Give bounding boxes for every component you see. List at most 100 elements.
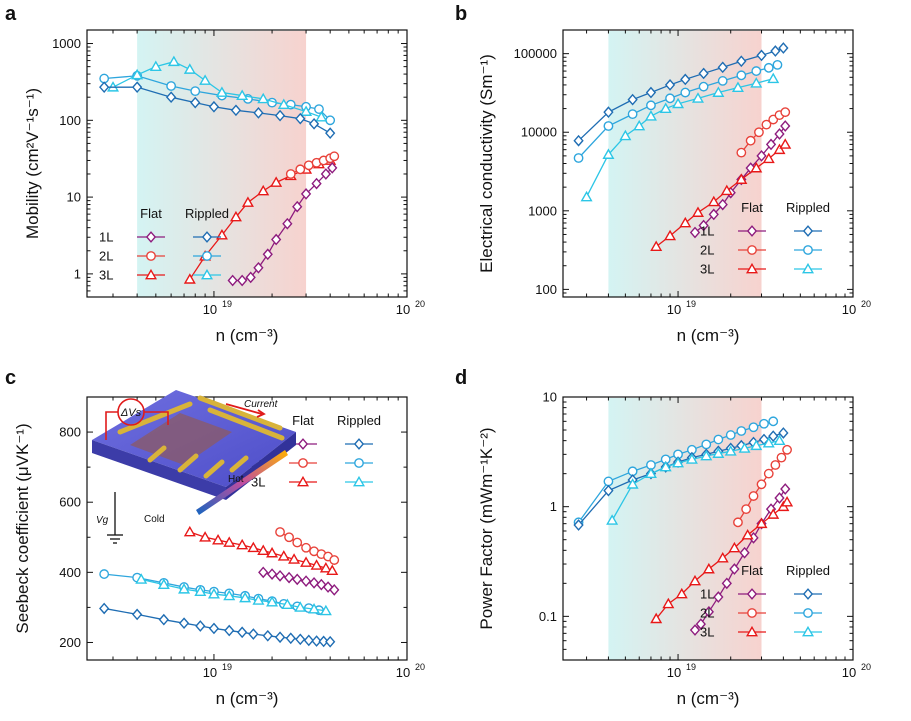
data-point: [277, 98, 290, 110]
data-point: [679, 216, 692, 228]
plot-frame: [562, 396, 854, 661]
data-point: [275, 527, 285, 537]
series-flat_3L: [650, 496, 794, 624]
legend-marker-rippled: [200, 268, 214, 280]
chart-panel-c: c 10 19 10 20 200 400 600 800 n (cm⁻³) Seebeck coe…: [5, 367, 425, 708]
data-point: [778, 427, 789, 439]
data-point: [288, 553, 301, 564]
data-point: [698, 67, 709, 80]
legend-marker-rippled: [802, 588, 814, 600]
data-point: [223, 589, 236, 601]
inset-substrate-side: [92, 440, 226, 500]
data-point: [689, 226, 701, 239]
legend-header-rippled: Rippled: [786, 200, 830, 215]
data-point: [603, 476, 614, 487]
data-point: [295, 633, 306, 646]
data-point: [319, 604, 332, 616]
data-point: [166, 81, 177, 91]
data-point: [253, 261, 264, 274]
legend-row-label: 1L: [700, 224, 714, 239]
data-point: [739, 546, 750, 559]
data-point: [199, 531, 212, 542]
x-tick-exponent: 19: [686, 299, 696, 309]
data-point: [731, 81, 744, 92]
legend-marker-flat: [296, 475, 310, 487]
data-point: [756, 49, 767, 62]
data-point: [763, 468, 774, 479]
legend-marker-rippled: [354, 458, 364, 468]
data-point: [738, 442, 751, 453]
x-tick-label: 10: [667, 302, 681, 317]
data-point: [282, 217, 293, 230]
data-point: [780, 107, 791, 118]
data-point: [573, 153, 584, 163]
series-flat_3L: [183, 525, 339, 575]
series-rippled_3L: [135, 573, 332, 616]
data-point: [292, 537, 303, 548]
legend-marker-flat: [746, 225, 758, 237]
data-point: [311, 635, 322, 647]
x-tick-exponent: 20: [415, 299, 425, 309]
data-point: [750, 77, 763, 88]
data-point: [131, 608, 143, 621]
data-point: [680, 87, 691, 98]
data-point: [664, 229, 677, 241]
data-point: [131, 81, 143, 94]
legend-marker-flat: [298, 458, 308, 468]
series-flat_2L: [275, 527, 340, 565]
data-point: [720, 184, 733, 196]
data-point: [241, 196, 254, 207]
data-point: [765, 138, 777, 151]
data-point: [717, 198, 728, 211]
data-point: [284, 532, 294, 543]
data-point: [314, 104, 324, 114]
data-point: [274, 109, 286, 122]
data-point: [685, 453, 698, 464]
legend-marker-flat: [146, 251, 156, 261]
data-point: [603, 121, 614, 131]
x-tick-exponent: 20: [861, 299, 871, 309]
y-tick-label: 800: [59, 425, 81, 440]
inset-electrodes: [117, 395, 285, 479]
data-point: [768, 430, 779, 442]
legend-header-flat: Flat: [741, 200, 763, 215]
legend-row-label: 2L: [99, 249, 113, 264]
data-point: [308, 117, 320, 130]
legend-marker-rippled: [803, 608, 813, 618]
y-tick-label: 1000: [528, 203, 557, 218]
data-point: [239, 591, 252, 603]
x-tick-exponent: 19: [222, 662, 232, 672]
data-point: [756, 479, 767, 490]
data-point: [716, 551, 729, 563]
x-tick-label: 10: [842, 665, 856, 680]
x-axis-label: n (cm⁻³): [677, 689, 740, 708]
data-point: [258, 566, 269, 579]
x-tick-exponent: 20: [861, 662, 871, 672]
data-point: [135, 573, 148, 584]
series-rippled_3L: [106, 55, 328, 122]
data-point: [773, 143, 786, 155]
legend-row-label: 1L: [700, 587, 714, 602]
y-tick-label: 1000: [52, 36, 81, 51]
plot-frame: [86, 396, 408, 661]
data-point: [270, 176, 283, 187]
data-point: [782, 444, 792, 455]
data-point: [274, 569, 286, 582]
data-point: [310, 559, 323, 570]
data-point: [602, 148, 615, 159]
data-point: [315, 111, 328, 122]
data-point: [776, 452, 787, 463]
y-tick-label: 10: [67, 190, 81, 205]
data-point: [253, 107, 264, 119]
data-point: [680, 73, 691, 86]
data-point: [300, 575, 312, 587]
data-point: [717, 61, 728, 74]
data-point: [698, 219, 709, 232]
data-point: [325, 635, 336, 648]
data-point: [736, 70, 747, 81]
data-point: [627, 93, 638, 106]
data-point: [650, 612, 663, 624]
data-point: [274, 631, 286, 644]
series-rippled_1L: [99, 81, 336, 140]
